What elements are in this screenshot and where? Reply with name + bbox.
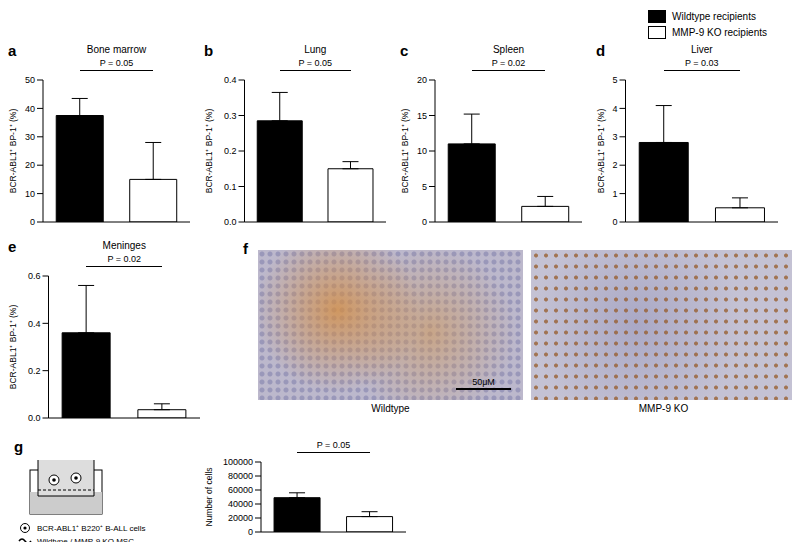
html-text:MMP-9 KO recipients: MMP-9 KO recipients: [672, 27, 767, 38]
svg-text:BCR-ABL1⁺ BP-1⁺ (%): BCR-ABL1⁺ BP-1⁺ (%): [8, 109, 18, 194]
html-text:f: f: [243, 240, 248, 257]
svg-text:50: 50: [25, 76, 35, 85]
html-text:P = 0.02: P = 0.02: [107, 254, 141, 264]
svg-text:10: 10: [417, 146, 427, 156]
html-text:Wildtype: Wildtype: [371, 403, 410, 414]
html-text:Wildtype recipients: Wildtype recipients: [672, 11, 756, 22]
svg-text:0.3: 0.3: [224, 111, 237, 121]
html-text:P = 0.05: P = 0.05: [99, 58, 134, 68]
html-text:50μM: 50μM: [472, 377, 495, 387]
svg-text:20: 20: [25, 160, 35, 170]
svg-text:0.0: 0.0: [224, 217, 237, 227]
svg-text:30: 30: [25, 132, 35, 142]
svg-text:100000: 100000: [223, 458, 253, 467]
svg-text:4: 4: [612, 104, 617, 114]
svg-text:BCR-ABL1⁺ BP-1⁺ (%): BCR-ABL1⁺ BP-1⁺ (%): [400, 109, 410, 194]
svg-text:20000: 20000: [228, 513, 253, 523]
html-text:c: c: [400, 42, 409, 59]
svg-text:0.4: 0.4: [28, 319, 41, 329]
svg-text:0.0: 0.0: [28, 413, 41, 423]
html-text:Liver: Liver: [690, 44, 713, 55]
svg-text:Number of cells: Number of cells: [204, 467, 214, 526]
svg-text:10: 10: [25, 189, 35, 199]
html-text:P = 0.02: P = 0.02: [491, 58, 526, 68]
svg-text:0: 0: [422, 217, 427, 227]
svg-text:0.2: 0.2: [224, 146, 237, 156]
html-text:P = 0.03: P = 0.03: [684, 58, 719, 68]
svg-text:BCR-ABL1⁺ BP-1⁺ (%): BCR-ABL1⁺ BP-1⁺ (%): [596, 109, 606, 194]
svg-text:60000: 60000: [228, 485, 253, 495]
svg-text:1: 1: [612, 189, 617, 199]
svg-text:0.4: 0.4: [224, 76, 237, 85]
html-text:Lung: Lung: [304, 44, 327, 55]
html-text:b: b: [204, 42, 214, 59]
svg-text:40000: 40000: [228, 499, 253, 509]
svg-text:BCR-ABL1⁺ BP-1⁺ (%): BCR-ABL1⁺ BP-1⁺ (%): [204, 109, 214, 194]
html-text:P = 0.05: P = 0.05: [316, 440, 351, 450]
svg-text:0.2: 0.2: [28, 366, 41, 376]
svg-text:0: 0: [248, 527, 253, 537]
svg-text:5: 5: [612, 76, 617, 85]
html-text:e: e: [8, 238, 17, 255]
html-text:MMP-9 KO: MMP-9 KO: [638, 403, 689, 414]
html-text:Spleen: Spleen: [492, 44, 525, 55]
svg-text:3: 3: [612, 132, 617, 142]
html-text:g: g: [14, 438, 24, 455]
svg-text:5: 5: [422, 182, 427, 192]
svg-text:BCR-ABL1⁺ BP-1⁺ (%): BCR-ABL1⁺ BP-1⁺ (%): [8, 305, 18, 390]
svg-text:80000: 80000: [228, 471, 253, 481]
html-text:a: a: [8, 42, 17, 59]
svg-text:2: 2: [612, 160, 617, 170]
svg-text:0: 0: [30, 217, 35, 227]
html-text:Bone marrow: Bone marrow: [86, 44, 147, 55]
svg-text:15: 15: [417, 111, 427, 121]
svg-text:0.1: 0.1: [224, 182, 237, 192]
svg-text:40: 40: [25, 104, 35, 114]
html-text:P = 0.05: P = 0.05: [298, 58, 332, 68]
html-text:d: d: [596, 42, 606, 59]
svg-text:0: 0: [612, 217, 617, 227]
svg-text:0.6: 0.6: [28, 272, 41, 281]
html-text:Meninges: Meninges: [102, 240, 146, 251]
svg-text:20: 20: [417, 76, 427, 85]
html-text:BCR-ABL1⁺ B220⁺ B-ALL cells: BCR-ABL1⁺ B220⁺ B-ALL cells: [37, 524, 146, 533]
